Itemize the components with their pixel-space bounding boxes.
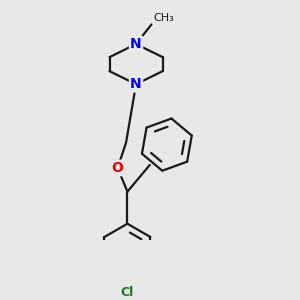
Text: N: N <box>130 77 142 91</box>
Text: O: O <box>112 161 124 175</box>
Text: Cl: Cl <box>121 286 134 298</box>
Text: CH₃: CH₃ <box>154 13 174 23</box>
Text: N: N <box>130 37 142 51</box>
